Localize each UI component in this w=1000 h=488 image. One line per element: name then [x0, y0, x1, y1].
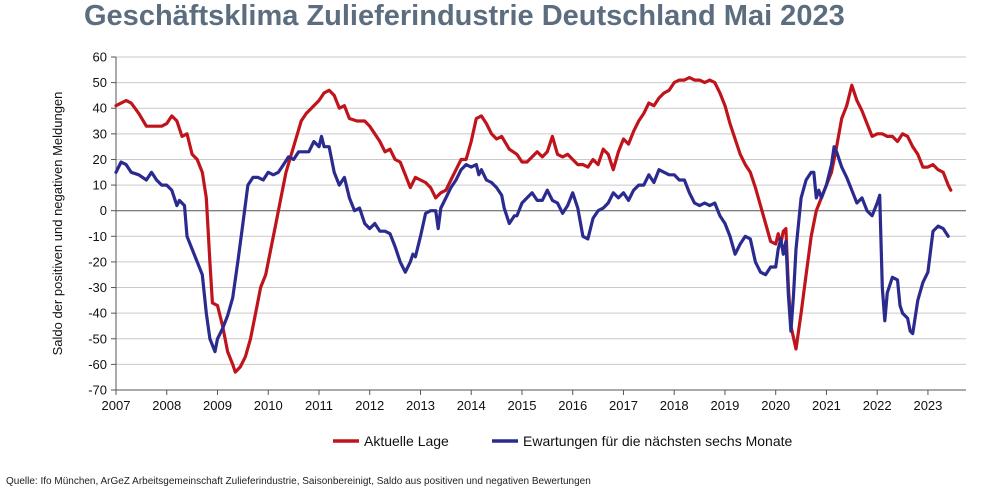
x-tick-label: 2019 [710, 398, 739, 413]
x-tick-label: 2009 [203, 398, 232, 413]
y-tick-label: -70 [88, 383, 107, 398]
x-tick-label: 2014 [457, 398, 486, 413]
x-tick-label: 2023 [913, 398, 942, 413]
x-tick-label: 2012 [355, 398, 384, 413]
x-tick-label: 2017 [609, 398, 638, 413]
legend: Aktuelle Lage Ewartungen für die nächsten… [333, 433, 792, 449]
y-tick-label: -30 [88, 280, 107, 295]
y-tick-label: 50 [93, 75, 107, 90]
series-line-erwartungen [114, 134, 950, 354]
y-tick-label: 60 [93, 50, 107, 65]
y-tick-label: 20 [93, 152, 107, 167]
y-axis-tick-labels: 60 50 40 30 20 10 0 -10 -20 -30 -40 -50 -60 -70 [88, 50, 116, 398]
y-tick-label: 40 [93, 101, 107, 116]
legend-label: Ewartungen für die nächsten sechs Monate [523, 433, 792, 449]
x-tick-label: 2011 [305, 398, 333, 413]
x-tick-label: 2007 [102, 398, 131, 413]
x-tick-label: 2020 [761, 398, 790, 413]
x-tick-label: 2022 [863, 398, 892, 413]
y-tick-label: -50 [88, 331, 107, 346]
source-note: Quelle: Ifo München, ArGeZ Arbeitsgemein… [6, 476, 591, 487]
y-tick-label: -40 [88, 306, 107, 321]
y-tick-label: 10 [93, 178, 107, 193]
x-axis-tick-labels: 2007 2008 2009 2010 2011 2012 2013 2014 2015 2016… [102, 390, 942, 413]
y-tick-label: -20 [88, 254, 107, 269]
legend-label: Aktuelle Lage [364, 433, 449, 449]
y-tick-label: -10 [88, 229, 107, 244]
series-lines [114, 75, 953, 374]
chart-title: Geschäftsklima Zulieferindustrie Deutsch… [84, 0, 845, 32]
y-axis-title: Saldo der positiven und negativen Meldun… [50, 92, 65, 356]
y-tick-label: -60 [88, 357, 107, 372]
x-tick-label: 2015 [508, 398, 537, 413]
y-tick-label: 0 [100, 203, 107, 218]
y-tick-label: 30 [93, 126, 107, 141]
x-tick-label: 2016 [558, 398, 587, 413]
x-tick-label: 2021 [812, 398, 841, 413]
gridlines [116, 56, 966, 365]
x-tick-label: 2013 [406, 398, 435, 413]
x-tick-label: 2008 [152, 398, 181, 413]
series-line-aktuelle-lage [114, 75, 953, 374]
x-tick-label: 2018 [660, 398, 689, 413]
x-tick-label: 2010 [254, 398, 283, 413]
